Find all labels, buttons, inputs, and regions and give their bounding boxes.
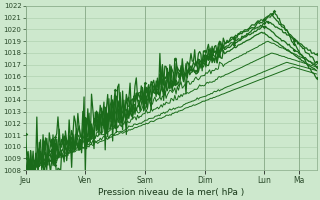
X-axis label: Pression niveau de la mer( hPa ): Pression niveau de la mer( hPa ) [98, 188, 244, 197]
